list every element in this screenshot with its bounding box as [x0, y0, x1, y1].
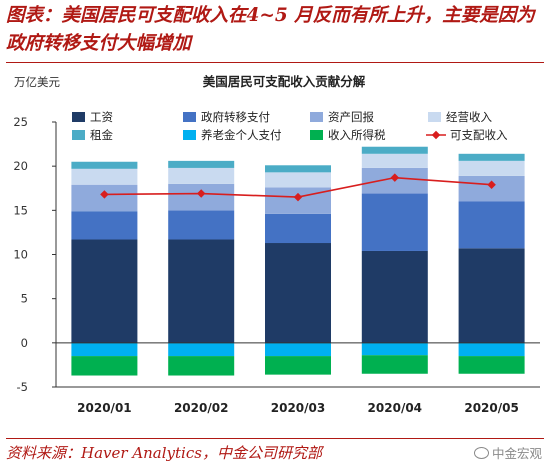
legend-swatch	[310, 112, 323, 122]
bar-series-3	[265, 172, 331, 188]
line-point	[293, 192, 303, 202]
y-tick-label: 20	[13, 159, 28, 173]
y-tick-label: 25	[13, 115, 28, 129]
plot-area: -5 0 5 10 15 20 25 2020/01 2020/02 2020/03 2020/04…	[13, 115, 540, 415]
top-divider	[6, 62, 544, 63]
y-tick-label: 0	[21, 336, 28, 350]
x-tick-label: 2020/02	[174, 401, 228, 415]
bar-series-1	[458, 201, 525, 249]
legend-swatch	[72, 112, 85, 122]
bar-series-1	[361, 193, 428, 251]
legend-label: 可支配收入	[450, 128, 508, 142]
bottom-divider	[6, 438, 544, 439]
watermark-text: 中金宏观	[491, 446, 542, 461]
bar-series-4	[168, 160, 235, 168]
legend-swatch-marker	[431, 130, 441, 140]
wechat-icon	[473, 446, 489, 459]
line-point	[390, 173, 400, 182]
x-tick-label: 2020/01	[77, 401, 131, 415]
legend-swatch	[428, 112, 441, 122]
legend-label: 租金	[90, 128, 113, 142]
bar-series-0	[265, 243, 331, 343]
bar-series-0	[168, 239, 235, 343]
bar-series-4	[71, 161, 138, 169]
bar-series-3	[361, 153, 428, 168]
y-tick-label: 10	[13, 248, 28, 262]
legend-label: 经营收入	[446, 110, 492, 124]
x-tick-label: 2020/03	[271, 401, 325, 415]
source-note: 资料来源：Haver Analytics，中金公司研究部	[6, 444, 322, 462]
bar-series-1	[71, 211, 138, 240]
legend-label: 养老金个人支付	[201, 128, 282, 142]
legend-swatch	[183, 130, 196, 140]
legend-swatch	[310, 130, 323, 140]
legend-label: 收入所得税	[328, 128, 386, 142]
line-point	[196, 189, 206, 198]
legend-label: 工资	[90, 110, 113, 124]
bar-series-5	[71, 342, 138, 357]
y-axis-label: 万亿美元	[14, 75, 60, 89]
bar-series-0	[361, 250, 428, 343]
legend-label: 资产回报	[328, 110, 374, 124]
line-point	[100, 190, 109, 199]
bar-series-0	[71, 239, 138, 343]
bar-series-5	[458, 342, 525, 357]
bar-series-6	[458, 356, 525, 374]
bar-series-3	[168, 167, 235, 184]
bar-series-6	[71, 356, 138, 376]
bar-series-0	[458, 248, 525, 343]
bar-series-4	[265, 165, 331, 173]
bar-series-6	[265, 356, 331, 375]
bar-series-1	[168, 210, 235, 240]
bar-series-1	[265, 213, 331, 244]
bar-series-5	[361, 342, 428, 356]
bar-series-4	[361, 146, 428, 154]
legend-label: 政府转移支付	[201, 110, 270, 124]
bar-series-6	[361, 355, 428, 374]
bar-series-4	[458, 153, 525, 161]
legend-swatch	[183, 112, 196, 122]
legend-swatch	[72, 130, 85, 140]
bar-series-3	[71, 168, 138, 185]
watermark: 中金宏观	[473, 443, 542, 462]
bar-series-5	[265, 342, 331, 357]
bar-series-3	[458, 160, 525, 176]
chart-title: 美国居民可支配收入贡献分解	[203, 74, 366, 89]
bar-series-6	[168, 356, 235, 376]
x-tick-label: 2020/04	[368, 401, 422, 415]
y-tick-label: -5	[17, 380, 28, 394]
line-point	[487, 180, 496, 189]
y-tick-label: 15	[13, 203, 28, 217]
figure-headline: 图表：美国居民可支配收入在4~5 月反而有所上升，主要是因为政府转移支付大幅增加	[6, 5, 535, 54]
x-tick-label: 2020/05	[464, 401, 518, 415]
y-tick-label: 5	[21, 292, 28, 306]
bar-series-5	[168, 342, 235, 357]
